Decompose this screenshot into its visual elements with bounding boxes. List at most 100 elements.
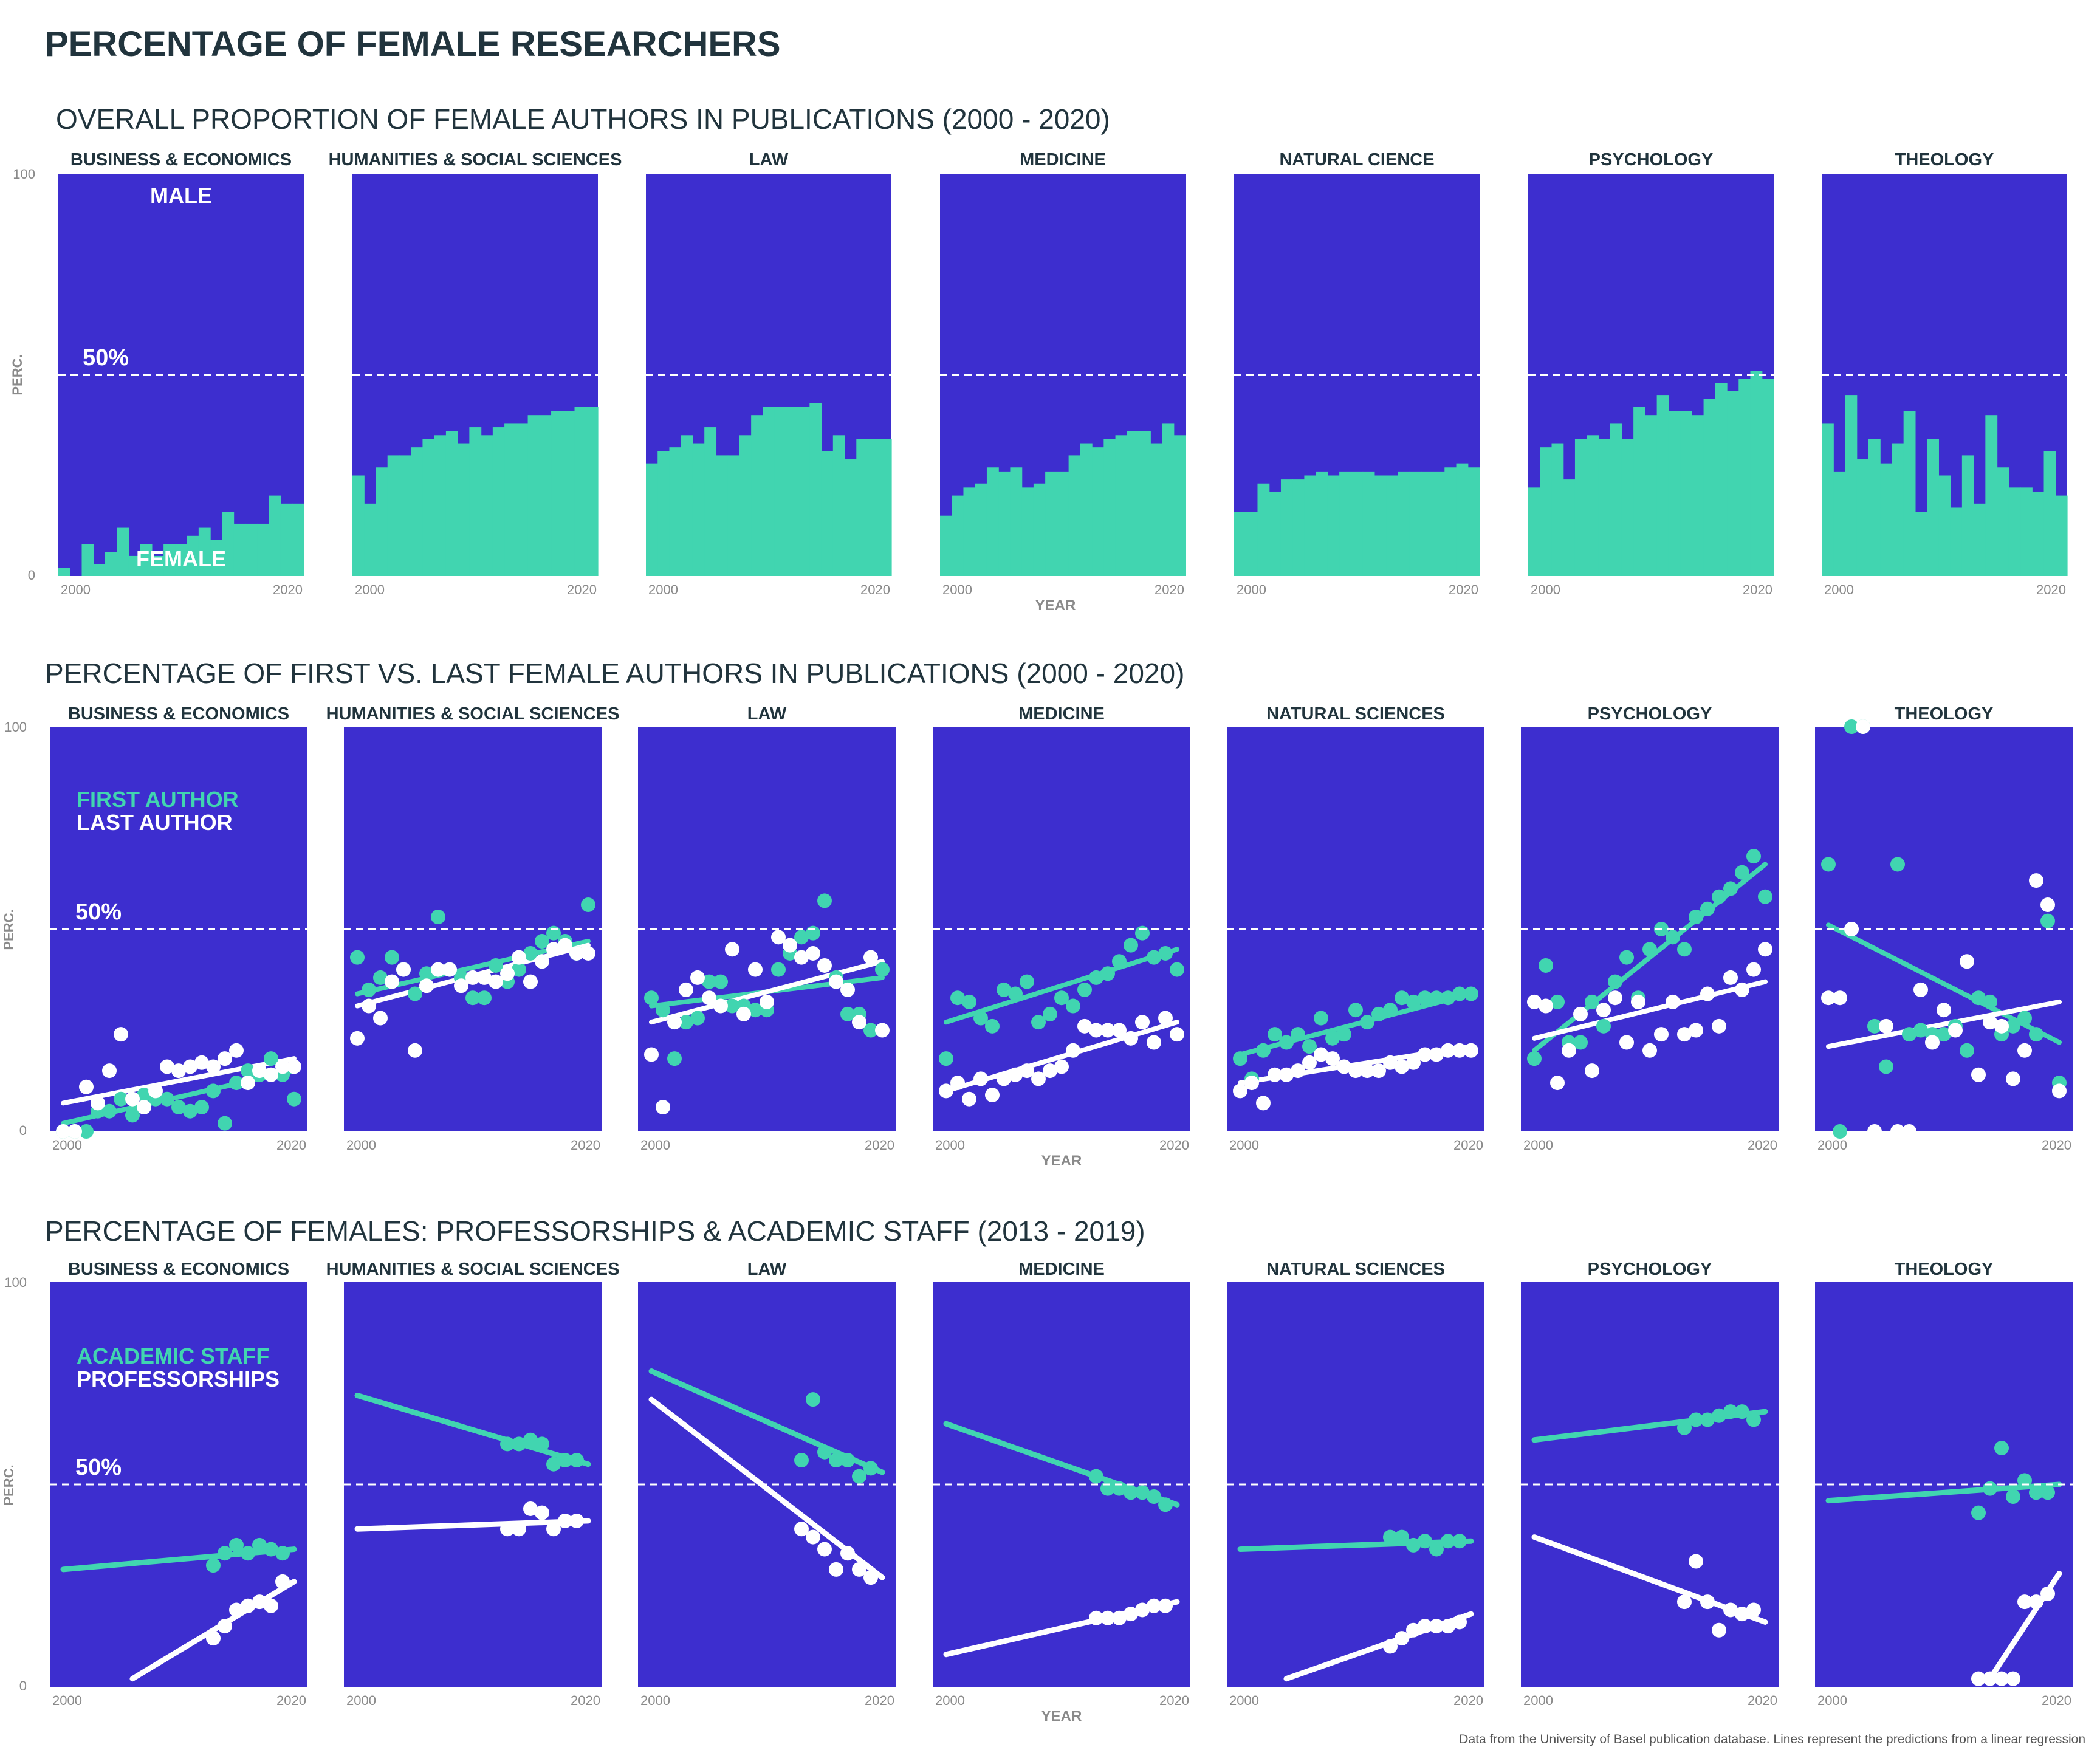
first-author-point bbox=[102, 1103, 117, 1119]
facet-3-3: LAW 2000 2020 bbox=[638, 1260, 896, 1708]
first-author-point bbox=[431, 910, 445, 925]
last-author-point bbox=[114, 1027, 128, 1042]
last-author-point bbox=[817, 958, 832, 973]
first-author-point bbox=[1689, 910, 1703, 925]
x-tick-2000: 2000 bbox=[935, 1138, 965, 1153]
x-tick-2000: 2000 bbox=[1824, 582, 1854, 597]
last-author-point bbox=[1585, 1063, 1599, 1079]
female-bar bbox=[1386, 475, 1398, 576]
last-author-point bbox=[1279, 1067, 1294, 1082]
last-author-point bbox=[1562, 1043, 1576, 1058]
last-author-point bbox=[1043, 1063, 1057, 1079]
caption: Data from the University of Basel public… bbox=[1459, 1732, 2085, 1746]
female-bar bbox=[1398, 471, 1410, 576]
last-author-fit bbox=[1826, 999, 2062, 1049]
last-author-point bbox=[794, 950, 809, 965]
y-tick-100: 100 bbox=[4, 1275, 27, 1290]
female-bar bbox=[163, 544, 176, 576]
female-bar bbox=[1162, 423, 1175, 576]
x-tick-2000: 2000 bbox=[346, 1693, 376, 1708]
last-author-point bbox=[1913, 982, 1928, 997]
first-author-point bbox=[1325, 1031, 1340, 1046]
y-axis-label: PERC. bbox=[1, 1464, 16, 1505]
female-bar bbox=[809, 403, 822, 576]
first-author-point bbox=[2040, 913, 2055, 928]
female-bar bbox=[128, 555, 141, 576]
female-bar bbox=[257, 523, 269, 576]
academic-staff-point bbox=[206, 1558, 221, 1573]
first-author-point bbox=[690, 1011, 705, 1026]
last-author-point bbox=[863, 950, 878, 965]
academic-staff-point bbox=[512, 1436, 526, 1452]
female-bar bbox=[751, 415, 763, 576]
first-author-point bbox=[125, 1108, 140, 1123]
female-bar bbox=[469, 427, 482, 576]
facet-1-2: HUMANITIES & SOCIAL SCIENCES 2000 2020 bbox=[329, 150, 622, 597]
last-author-point bbox=[148, 1083, 163, 1099]
last-author-point bbox=[852, 1015, 866, 1030]
first-author-point bbox=[408, 986, 422, 1001]
academic-staff-fit bbox=[1237, 1538, 1474, 1553]
first-author-point bbox=[79, 1124, 94, 1139]
first-author-point bbox=[1960, 1043, 1974, 1058]
female-bar bbox=[727, 455, 740, 576]
last-author-point bbox=[771, 930, 786, 945]
female-bar bbox=[81, 544, 94, 576]
last-author-point bbox=[973, 1071, 988, 1086]
last-author-point bbox=[1550, 1076, 1565, 1091]
facet-title: PSYCHOLOGY bbox=[1589, 150, 1714, 170]
facet-2-5: NATURAL SCIENCES 2000 2020 bbox=[1227, 704, 1484, 1153]
female-bar bbox=[1868, 439, 1881, 576]
female-bar bbox=[1598, 439, 1611, 576]
last-author-point bbox=[1302, 1055, 1317, 1070]
last-author-point bbox=[1700, 986, 1715, 1001]
last-author-point bbox=[477, 970, 492, 985]
female-bar bbox=[1961, 455, 1974, 576]
female-bar bbox=[657, 451, 670, 576]
professorships-point bbox=[2017, 1594, 2032, 1610]
facet-title: HUMANITIES & SOCIAL SCIENCES bbox=[326, 704, 620, 724]
last-author-point bbox=[350, 1031, 365, 1046]
female-bar bbox=[1433, 471, 1445, 576]
female-bar bbox=[1692, 415, 1704, 576]
last-author-point bbox=[1677, 1027, 1692, 1042]
x-tick-2020: 2020 bbox=[860, 582, 890, 597]
last-author-point bbox=[373, 1011, 388, 1026]
female-bar bbox=[539, 415, 552, 576]
last-author-point bbox=[385, 974, 399, 989]
female-bar bbox=[681, 435, 693, 576]
last-author-point bbox=[1619, 1035, 1634, 1050]
last-author-point bbox=[287, 1059, 301, 1074]
female-bar bbox=[986, 467, 999, 576]
last-author-point bbox=[1856, 719, 1870, 734]
female-bar bbox=[1092, 447, 1104, 576]
professorships-point bbox=[523, 1501, 538, 1516]
professorships-point bbox=[1994, 1671, 2009, 1686]
x-tick-2020: 2020 bbox=[2042, 1138, 2071, 1153]
last-author-point bbox=[56, 1124, 70, 1139]
first-author-point bbox=[1256, 1043, 1271, 1058]
last-author-point bbox=[1066, 1043, 1080, 1058]
professorships-point bbox=[264, 1598, 278, 1613]
y-tick-0: 0 bbox=[28, 568, 35, 583]
first-author-point bbox=[362, 982, 376, 997]
last-author-point bbox=[1112, 1023, 1127, 1038]
x-axis-label: YEAR bbox=[1041, 1153, 1082, 1169]
last-author-point bbox=[1867, 1124, 1882, 1139]
first-author-point bbox=[1712, 889, 1726, 904]
female-bar bbox=[1269, 491, 1282, 576]
academic-staff-point bbox=[1147, 1489, 1161, 1504]
female-bar bbox=[1656, 395, 1669, 576]
professorships-point bbox=[852, 1562, 866, 1577]
x-tick-2020: 2020 bbox=[2036, 582, 2066, 597]
professorships-point bbox=[558, 1513, 572, 1528]
academic-staff-point bbox=[569, 1453, 584, 1468]
x-tick-2000: 2000 bbox=[1531, 582, 1560, 597]
professorships-point bbox=[794, 1522, 809, 1537]
female-bar bbox=[1668, 411, 1681, 576]
professorships-point bbox=[863, 1570, 878, 1585]
academic-staff-point bbox=[2029, 1485, 2043, 1500]
facet-2-2: HUMANITIES & SOCIAL SCIENCES 2000 2020 bbox=[326, 704, 620, 1153]
professorships-point bbox=[241, 1598, 255, 1613]
first-author-point bbox=[702, 974, 716, 989]
